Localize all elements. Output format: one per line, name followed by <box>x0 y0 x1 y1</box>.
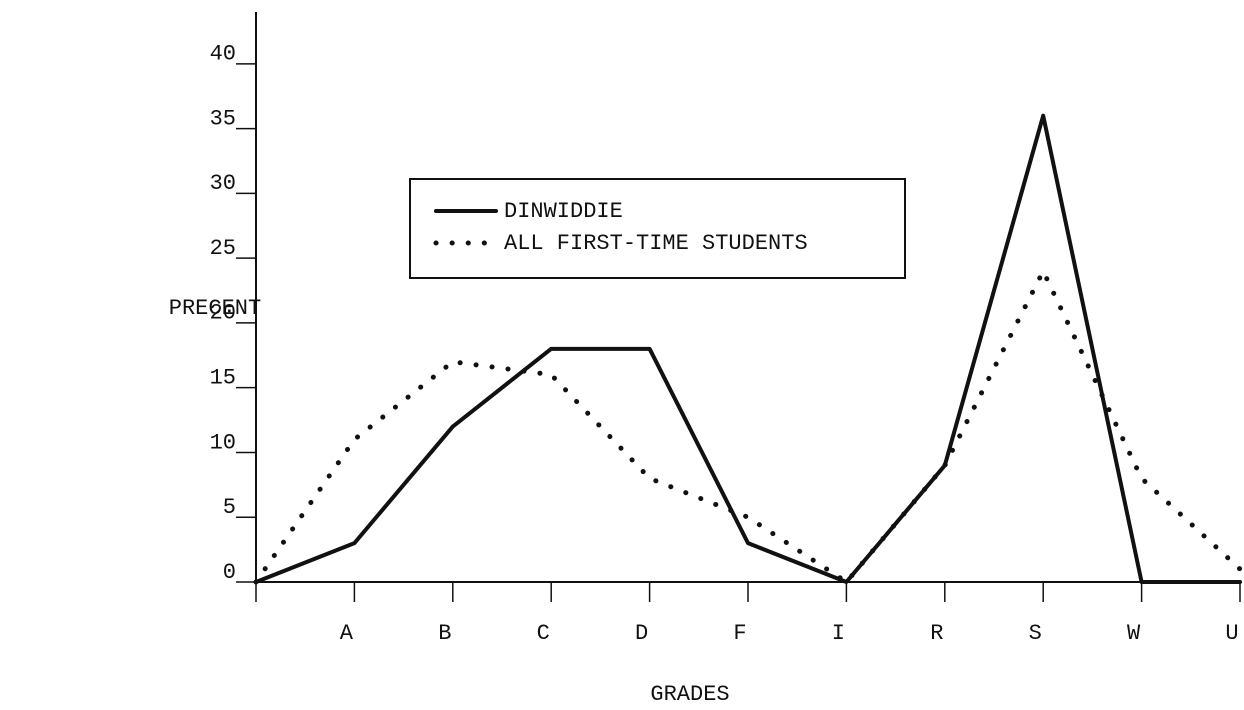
y-tick-label: 40 <box>210 42 236 67</box>
y-tick-label: 15 <box>210 365 236 390</box>
x-tick-label: W <box>1127 621 1141 646</box>
x-tick-label: C <box>537 621 550 646</box>
y-axis-label: PRECENT <box>169 296 261 321</box>
x-tick-label: U <box>1225 621 1238 646</box>
series-line <box>254 113 1242 584</box>
y-tick-label: 35 <box>210 106 236 131</box>
x-tick-label: A <box>340 621 354 646</box>
x-tick-label: I <box>832 621 845 646</box>
x-tick-label: S <box>1029 621 1042 646</box>
y-tick-label: 0 <box>223 560 236 585</box>
y-tick-label: 30 <box>210 171 236 196</box>
series-line <box>253 268 1243 585</box>
y-tick-label: 25 <box>210 236 236 261</box>
legend-label: ALL FIRST-TIME STUDENTS <box>504 231 808 256</box>
x-tick-label: B <box>438 621 451 646</box>
legend-box <box>409 178 906 279</box>
y-tick-label: 10 <box>210 430 236 455</box>
x-tick-label: R <box>930 621 943 646</box>
legend-label: DINWIDDIE <box>504 199 623 224</box>
x-tick-label: D <box>635 621 648 646</box>
x-tick-label: F <box>733 621 746 646</box>
x-axis-label: GRADES <box>650 682 729 707</box>
y-tick-label: 5 <box>223 495 236 520</box>
y-tick-label: 20 <box>210 301 236 326</box>
